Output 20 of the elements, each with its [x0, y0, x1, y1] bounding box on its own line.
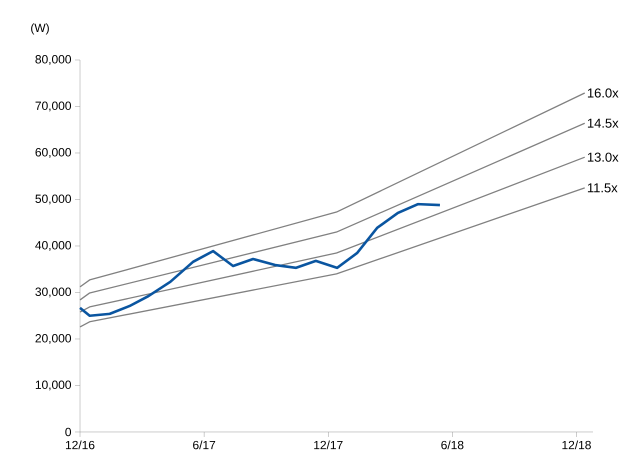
- series-label: 11.5x: [588, 183, 618, 192]
- y-tick-label: 40,000: [35, 241, 72, 251]
- y-tick-label: 10,000: [36, 380, 72, 390]
- line-series: [78, 202, 442, 318]
- y-tick-label: 70,000: [36, 102, 72, 112]
- x-tick-label: 6/18: [441, 440, 464, 450]
- x-tick-label: 12/17: [314, 440, 343, 450]
- series-label: 14.5x: [588, 118, 618, 128]
- y-tick-label: 20,000: [36, 334, 72, 344]
- x-tick-label: 12/16: [66, 440, 94, 450]
- y-tick-label: 80,000: [35, 55, 72, 65]
- y-tick-label: 50,000: [35, 194, 72, 204]
- y-axis-title: (W): [31, 23, 49, 34]
- y-tick-label: 60,000: [36, 148, 72, 158]
- y-tick-label: 0: [65, 428, 72, 436]
- x-tick-label: 12/18: [562, 440, 591, 450]
- x-tick-label: 6/17: [193, 440, 216, 450]
- series-label: 16.0x: [588, 88, 618, 98]
- y-tick-label: 30,000: [35, 288, 72, 298]
- series-label: 13.0x: [588, 152, 618, 162]
